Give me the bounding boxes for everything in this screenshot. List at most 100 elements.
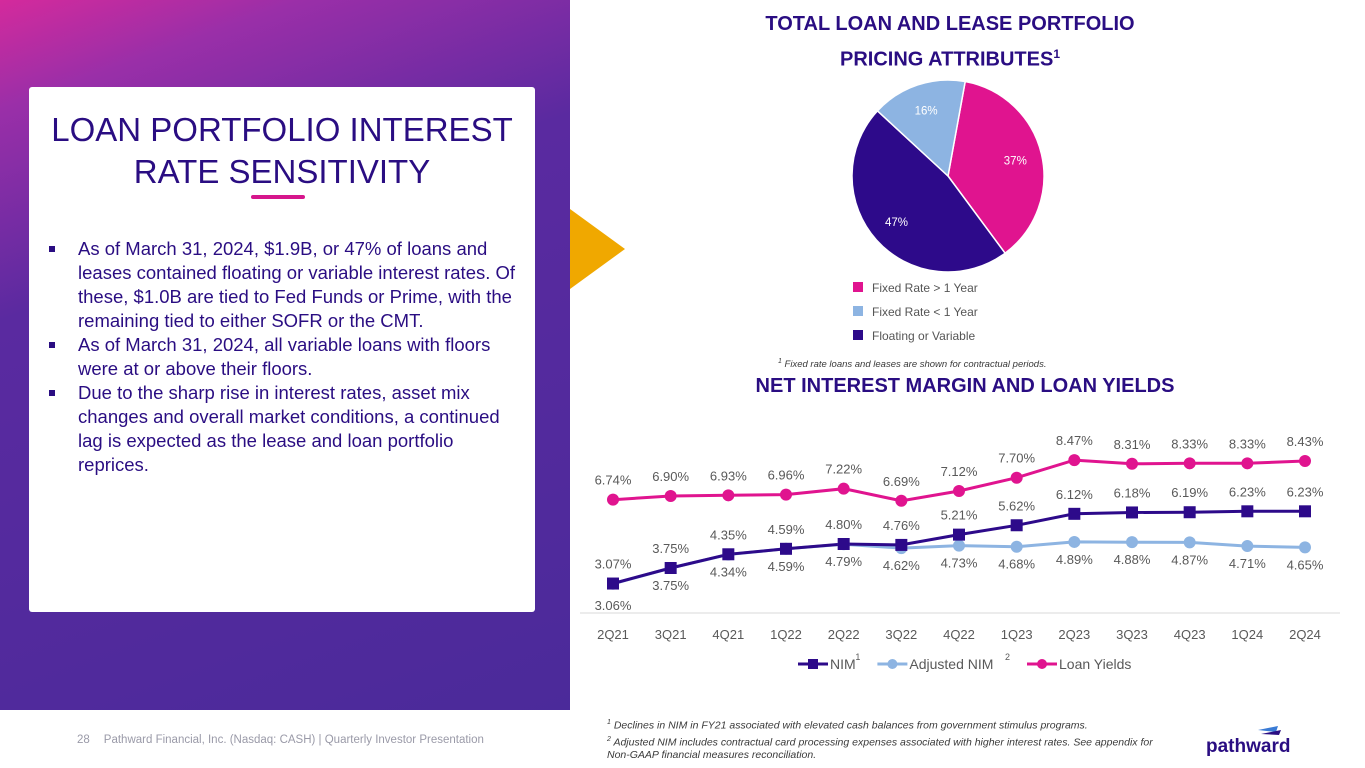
adjusted-nim-label: 4.89% (1056, 552, 1093, 567)
adjusted-nim-point (1241, 540, 1254, 553)
footnote-line: Non-GAAP financial measures reconciliati… (607, 749, 1153, 762)
x-tick-label: 4Q21 (712, 627, 744, 642)
nim-point (1183, 506, 1196, 519)
loan-yield-point (895, 494, 908, 507)
footnote-line: 1 Declines in NIM in FY21 associated wit… (607, 716, 1153, 733)
nim-point (607, 577, 619, 590)
loan-yield-label: 8.31% (1114, 437, 1151, 452)
adjusted-nim-label: 4.79% (825, 554, 862, 569)
loan-yield-point (953, 484, 965, 497)
loan-yield-point (722, 489, 735, 502)
pie-legend-swatch (853, 282, 863, 292)
gold-arrow-icon (570, 209, 625, 289)
x-tick-label: 1Q22 (770, 627, 802, 642)
pie-legend-label: Floating or Variable (872, 329, 975, 343)
legend-label: Loan Yields (1059, 656, 1131, 672)
bullet-item: As of March 31, 2024, all variable loans… (47, 333, 517, 381)
loan-yield-point (780, 488, 792, 501)
legend-marker (808, 659, 818, 669)
card-title: LOAN PORTFOLIO INTEREST RATE SENSITIVITY (29, 109, 535, 193)
pie-legend-label: Fixed Rate > 1 Year (872, 281, 978, 295)
adjusted-nim-point (1299, 541, 1311, 554)
nim-point (1299, 505, 1311, 518)
nim-label: 4.76% (883, 518, 920, 533)
bullet-square-icon (49, 390, 55, 396)
adjusted-nim-point (953, 539, 965, 552)
nim-label: 6.19% (1171, 485, 1208, 500)
loan-yield-label: 6.93% (710, 468, 747, 483)
nim-label: 5.21% (941, 508, 978, 523)
bullet-text: Due to the sharp rise in interest rates,… (78, 382, 500, 475)
legend-marker (1037, 659, 1047, 669)
title-underline (251, 195, 305, 199)
adjusted-nim-point (1068, 535, 1081, 548)
nim-label: 6.23% (1287, 484, 1324, 499)
line-chart: 2Q21 3Q21 4Q21 1Q22 2Q22 3Q22 4Q22 1Q23 2Q23 3Q23… (580, 433, 1340, 672)
footnote-text: Non-GAAP financial measures reconciliati… (607, 749, 817, 761)
loan-yield-label: 8.33% (1171, 436, 1208, 451)
nim-point (1241, 505, 1254, 518)
pie-slice-label: 47% (885, 217, 908, 229)
pie-slice (947, 80, 1045, 255)
nim-point (1010, 519, 1023, 532)
pie-footnote-marker: 1 (778, 358, 782, 365)
footnote-text: Declines in NIM in FY21 associated with … (613, 719, 1088, 732)
adjusted-nim-label: 4.59% (768, 559, 805, 574)
adjusted-nim-label: 4.71% (1229, 556, 1266, 571)
nim-point (664, 562, 677, 574)
pie-legend-swatch (853, 306, 863, 316)
x-tick-label: 2Q21 (597, 627, 629, 642)
footnote-line: 2 Adjusted NIM includes contractual card… (607, 733, 1153, 750)
nim-point (953, 528, 965, 541)
adjusted-nim-label: 4.65% (1287, 557, 1324, 572)
footer-text: Pathward Financial, Inc. (Nasdaq: CASH) … (103, 734, 484, 746)
loan-yield-label: 6.90% (652, 469, 689, 484)
loan-yield-point (1241, 457, 1254, 470)
nim-label: 6.12% (1056, 487, 1093, 502)
loan-yield-point (1126, 457, 1138, 470)
nim-label: 6.18% (1114, 485, 1151, 500)
x-tick-label: 2Q22 (828, 627, 860, 642)
loan-yield-label: 6.69% (883, 474, 920, 489)
pie-chart-title: TOTAL LOAN AND LEASE PORTFOLIO PRICING A… (700, 9, 1200, 75)
bullet-item: Due to the sharp rise in interest rates,… (47, 381, 517, 477)
adjusted-nim-label: 4.73% (941, 556, 978, 571)
bullet-square-icon (49, 342, 55, 348)
x-tick-label: 3Q22 (885, 627, 917, 642)
adjusted-nim-label: 4.34% (710, 565, 747, 580)
loan-yield-point (1299, 455, 1311, 468)
adjusted-nim-point (1126, 536, 1138, 549)
nim-point (895, 538, 908, 551)
line-chart-title: NET INTEREST MARGIN AND LOAN YIELDS (755, 375, 1175, 397)
loan-yield-point (664, 490, 677, 502)
nim-point (837, 538, 850, 550)
pie-footnote: 1 Fixed rate loans and leases are shown … (778, 355, 1046, 371)
loan-yield-point (1183, 457, 1196, 470)
pie-slice-label: 16% (915, 105, 938, 117)
adjusted-nim-label: 4.68% (998, 557, 1035, 572)
x-tick-label: 3Q21 (655, 627, 687, 642)
adjusted-nim-point (1010, 540, 1023, 553)
loan-yield-label: 6.74% (595, 473, 632, 488)
loan-yield-point (837, 482, 850, 495)
card-title-line1: LOAN PORTFOLIO INTEREST (51, 111, 513, 148)
nim-label: 6.23% (1229, 484, 1266, 499)
footer: 28 Pathward Financial, Inc. (Nasdaq: CASH… (77, 734, 484, 746)
nim-label: 4.80% (825, 517, 862, 532)
legend-label: Adjusted NIM (909, 656, 993, 672)
x-tick-label: 4Q23 (1174, 627, 1206, 642)
x-tick-label: 4Q22 (943, 627, 975, 642)
pie-slice-label: 37% (1004, 155, 1027, 167)
pie-legend-swatch (853, 330, 863, 340)
nim-label: 4.59% (768, 522, 805, 537)
adjusted-nim-point (1183, 536, 1196, 549)
pie-title-marker: 1 (1053, 47, 1061, 61)
loan-yield-point (1010, 471, 1023, 484)
footnote-marker: 1 (607, 719, 611, 726)
bullet-text: As of March 31, 2024, all variable loans… (78, 334, 491, 379)
card-title-line2: RATE SENSITIVITY (133, 153, 431, 190)
loan-yield-point (1068, 454, 1081, 467)
x-tick-label: 2Q24 (1289, 627, 1321, 642)
x-tick-label: 1Q24 (1231, 627, 1263, 642)
bullet-text: As of March 31, 2024, $1.9B, or 47% of l… (78, 238, 516, 331)
